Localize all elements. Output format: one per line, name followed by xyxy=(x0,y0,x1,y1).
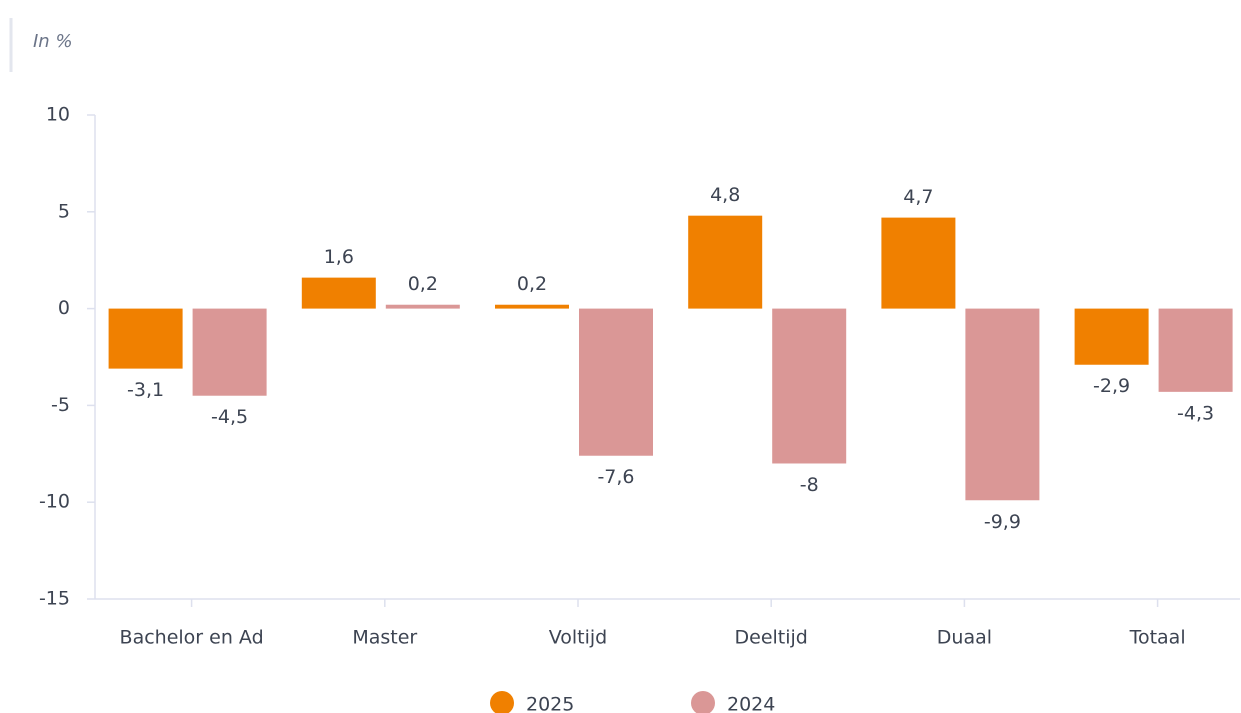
y-tick-label: -10 xyxy=(39,491,70,513)
legend-marker xyxy=(490,691,514,713)
bar xyxy=(772,308,847,464)
bar xyxy=(1074,308,1149,365)
data-label: 0,2 xyxy=(517,273,547,295)
data-label: 4,7 xyxy=(903,186,933,208)
y-tick-label: 5 xyxy=(58,200,70,222)
legend-marker xyxy=(691,691,715,713)
legend-label: 2025 xyxy=(526,694,574,713)
data-label: -3,1 xyxy=(127,379,164,401)
data-label: -4,3 xyxy=(1177,402,1214,424)
x-tick-label: Voltijd xyxy=(549,627,608,649)
data-label: -4,5 xyxy=(211,406,248,428)
data-label: -7,6 xyxy=(597,466,634,488)
data-label: -2,9 xyxy=(1093,375,1130,397)
data-label: -9,9 xyxy=(984,511,1021,533)
y-tick-label: 10 xyxy=(46,104,70,126)
bar xyxy=(688,215,763,309)
data-label: 0,2 xyxy=(408,273,438,295)
y-axis-label: In % xyxy=(33,31,73,52)
x-tick-label: Master xyxy=(352,627,417,649)
y-tick-label: 0 xyxy=(58,297,70,319)
y-tick-label: -15 xyxy=(39,588,70,610)
bar xyxy=(579,308,653,456)
bar xyxy=(965,308,1040,501)
y-tick-label: -5 xyxy=(51,394,70,416)
x-tick-label: Totaal xyxy=(1129,627,1186,649)
x-tick-label: Duaal xyxy=(937,627,992,649)
bar xyxy=(495,304,569,309)
data-label: 1,6 xyxy=(324,246,354,268)
data-label: 4,8 xyxy=(710,184,740,206)
x-tick-label: Bachelor en Ad xyxy=(120,627,264,649)
bar xyxy=(881,217,956,309)
bar xyxy=(192,308,267,396)
bar xyxy=(385,304,460,309)
data-label: -8 xyxy=(800,474,819,496)
bar xyxy=(108,308,183,369)
legend-label: 2024 xyxy=(727,694,775,713)
bar xyxy=(1158,308,1233,392)
bar xyxy=(301,277,376,309)
x-tick-label: Deeltijd xyxy=(735,627,808,649)
